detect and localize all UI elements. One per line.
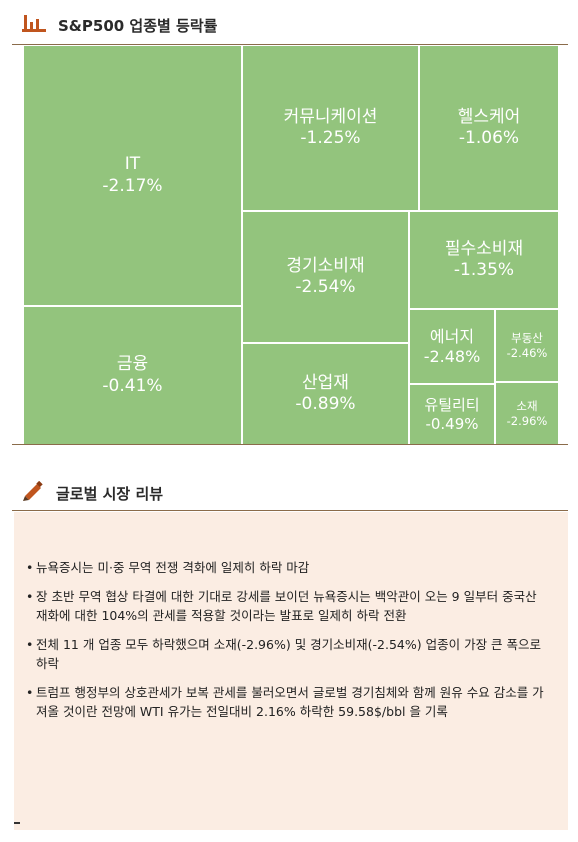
- divider: [12, 44, 568, 45]
- treemap-tile: 헬스케어 -1.06%: [420, 46, 558, 210]
- tile-value: -0.89%: [295, 394, 356, 414]
- treemap-tile: 에너지 -2.48%: [410, 310, 494, 383]
- footer-mark: [14, 822, 20, 824]
- review-list: 뉴욕증시는 미·중 무역 전쟁 격화에 일제히 하락 마감 장 초반 무역 협상…: [14, 512, 568, 721]
- treemap-tile: 경기소비재 -2.54%: [243, 212, 408, 342]
- list-item: 전체 11 개 업종 모두 하락했으며 소재(-2.96%) 및 경기소비재(-…: [26, 635, 548, 673]
- tile-name: 헬스케어: [457, 106, 521, 127]
- treemap-tile: IT -2.17%: [24, 46, 241, 305]
- tile-name: 커뮤니케이션: [283, 106, 378, 127]
- tile-name: 경기소비재: [286, 255, 365, 276]
- tile-value: -1.35%: [453, 260, 515, 280]
- tile-value: -1.25%: [300, 128, 361, 148]
- treemap-tile: 유틸리티 -0.49%: [410, 385, 494, 444]
- tile-name: 소재: [516, 399, 538, 414]
- section-header-sp500: S&P500 업종별 등락률: [22, 10, 217, 40]
- treemap-tile: 산업재 -0.89%: [243, 344, 408, 444]
- treemap-tile: 소재 -2.96%: [496, 383, 558, 444]
- treemap-tile: 부동산 -2.46%: [496, 310, 558, 381]
- divider: [12, 444, 568, 445]
- divider: [12, 510, 568, 511]
- market-review-box: 뉴욕증시는 미·중 무역 전쟁 격화에 일제히 하락 마감 장 초반 무역 협상…: [14, 512, 568, 830]
- tile-name: 금융: [116, 354, 149, 375]
- tile-value: -0.41%: [102, 375, 163, 396]
- tile-value: -2.96%: [506, 413, 548, 428]
- tile-name: 산업재: [302, 372, 349, 393]
- list-item: 트럼프 행정부의 상호관세가 보복 관세를 불러오면서 글로벌 경기침체와 함께…: [26, 683, 548, 721]
- treemap-tile: 필수소비재 -1.35%: [410, 212, 558, 308]
- tile-value: -1.06%: [458, 128, 520, 148]
- tile-name: 유틸리티: [424, 395, 480, 414]
- list-item: 뉴욕증시는 미·중 무역 전쟁 격화에 일제히 하락 마감: [26, 558, 548, 577]
- section-title: 글로벌 시장 리뷰: [56, 484, 164, 503]
- tile-value: -2.46%: [506, 345, 548, 360]
- sector-treemap: IT -2.17% 커뮤니케이션 -1.25% 헬스케어 -1.06% 경기소비…: [24, 46, 558, 444]
- treemap-tile: 금융 -0.41%: [24, 307, 241, 444]
- treemap-tile: 커뮤니케이션 -1.25%: [243, 46, 418, 210]
- list-item: 장 초반 무역 협상 타결에 대한 기대로 강세를 보이던 뉴욕증시는 백악관이…: [26, 587, 548, 625]
- tile-name: IT: [124, 154, 141, 175]
- tile-name: 필수소비재: [444, 238, 524, 259]
- tile-name: 에너지: [429, 326, 475, 346]
- pencil-icon: [22, 480, 44, 505]
- tile-value: -2.17%: [102, 175, 163, 196]
- bar-chart-icon: [22, 13, 48, 37]
- section-header-review: 글로벌 시장 리뷰: [22, 478, 163, 508]
- tile-value: -0.49%: [425, 414, 479, 433]
- section-title: S&P500 업종별 등락률: [58, 16, 218, 35]
- tile-name: 부동산: [511, 331, 543, 346]
- tile-value: -2.48%: [423, 346, 481, 366]
- tile-value: -2.54%: [295, 277, 356, 297]
